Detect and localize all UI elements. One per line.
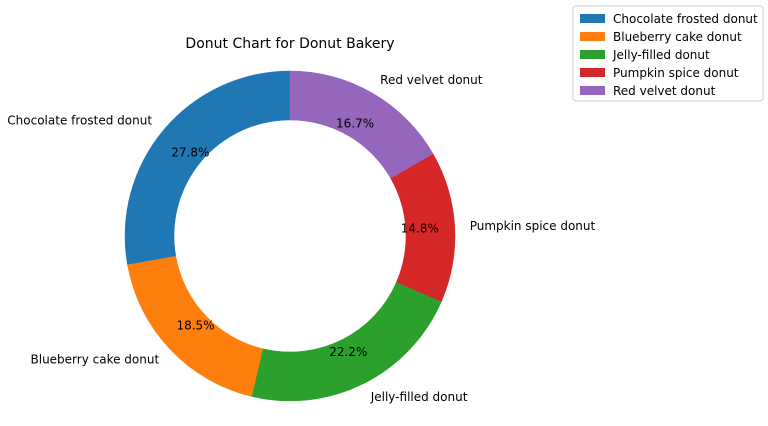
legend: Chocolate frosted donut Blueberry cake do… [572, 5, 764, 102]
percent-labels: 27.8% 18.5% 22.2% 14.8% 16.7% [171, 116, 439, 359]
slice-jelly-filled-donut [251, 281, 442, 402]
legend-frame [572, 5, 764, 102]
donut-slices [124, 70, 456, 402]
slice-label-red-velvet-donut: Red velvet donut [380, 73, 483, 87]
slice-chocolate-frosted-donut [124, 70, 291, 266]
legend-swatch-chocolate-frosted-donut [580, 14, 605, 23]
legend-label-chocolate-frosted-donut: Chocolate frosted donut [613, 12, 758, 26]
legend-swatch-pumpkin-spice-donut [580, 68, 605, 77]
slice-label-chocolate-frosted-donut: Chocolate frosted donut [7, 113, 152, 127]
percent-label-blueberry-cake-donut: 18.5% [176, 318, 214, 332]
slice-labels: Chocolate frosted donut Blueberry cake do… [7, 73, 595, 404]
slice-red-velvet-donut [289, 70, 434, 179]
slice-label-pumpkin-spice-donut: Pumpkin spice donut [470, 219, 596, 233]
slice-label-jelly-filled-donut: Jelly-filled donut [370, 390, 468, 404]
percent-label-chocolate-frosted-donut: 27.8% [171, 146, 209, 160]
legend-label-red-velvet-donut: Red velvet donut [613, 84, 716, 98]
percent-label-jelly-filled-donut: 22.2% [329, 345, 367, 359]
legend-swatch-red-velvet-donut [580, 86, 605, 95]
percent-label-red-velvet-donut: 16.7% [336, 116, 374, 130]
legend-label-jelly-filled-donut: Jelly-filled donut [612, 48, 710, 62]
slice-label-blueberry-cake-donut: Blueberry cake donut [31, 353, 160, 367]
legend-swatch-blueberry-cake-donut [580, 32, 605, 41]
chart-title: Donut Chart for Donut Bakery [185, 36, 394, 52]
legend-label-blueberry-cake-donut: Blueberry cake donut [613, 30, 742, 44]
percent-label-pumpkin-spice-donut: 14.8% [401, 222, 439, 236]
legend-label-pumpkin-spice-donut: Pumpkin spice donut [613, 66, 739, 80]
legend-swatch-jelly-filled-donut [580, 50, 605, 59]
